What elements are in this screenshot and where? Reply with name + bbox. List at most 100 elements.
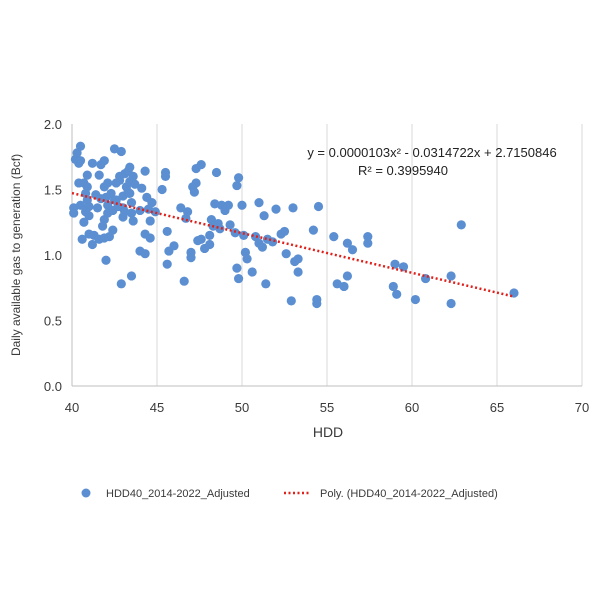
- data-point: [87, 239, 97, 250]
- data-point: [84, 211, 94, 221]
- x-tick-label: 50: [235, 400, 249, 415]
- y-tick-labels: 0.0 0.5 1.0 1.5 2.0: [44, 117, 62, 394]
- data-point: [279, 226, 290, 237]
- data-point: [312, 298, 322, 309]
- data-point: [446, 271, 456, 281]
- y-tick-label: 0.5: [44, 314, 62, 329]
- data-point: [293, 254, 303, 264]
- data-point: [126, 271, 137, 281]
- data-point: [145, 216, 155, 226]
- data-point: [254, 198, 264, 208]
- data-point: [390, 259, 400, 269]
- data-point: [87, 158, 97, 168]
- data-point: [329, 232, 339, 242]
- data-point: [115, 175, 125, 185]
- data-point: [421, 273, 431, 284]
- trendline: [71, 191, 515, 298]
- data-point: [205, 230, 215, 240]
- legend-label-points: HDD40_2014-2022_Adjusted: [106, 488, 250, 500]
- x-axis-title: HDD: [313, 424, 343, 440]
- data-point: [271, 204, 281, 214]
- data-point: [189, 187, 199, 197]
- data-point: [120, 207, 130, 217]
- x-tick-label: 40: [65, 400, 79, 415]
- x-tick-label: 70: [575, 400, 589, 415]
- data-point: [196, 234, 206, 244]
- data-point: [234, 273, 244, 284]
- data-point: [128, 216, 138, 226]
- data-point: [293, 267, 303, 277]
- data-point: [125, 162, 135, 172]
- data-point: [135, 205, 145, 216]
- data-point: [232, 263, 242, 273]
- data-point: [108, 225, 118, 235]
- data-point: [145, 233, 155, 243]
- x-tick-label: 60: [405, 400, 419, 415]
- data-point: [223, 200, 233, 210]
- axes: [71, 124, 582, 387]
- data-point: [259, 211, 269, 221]
- data-point: [247, 267, 257, 277]
- trendline-group: [71, 191, 515, 298]
- data-point: [237, 200, 247, 210]
- data-point: [313, 201, 324, 212]
- data-point: [281, 249, 291, 259]
- data-point: [179, 276, 189, 286]
- data-point: [77, 234, 87, 244]
- r-squared-label: R² = 0.3995940: [358, 163, 448, 178]
- data-point: [342, 238, 352, 248]
- legend: HDD40_2014-2022_Adjusted Poly. (HDD40_20…: [81, 488, 498, 500]
- data-point: [183, 207, 193, 217]
- data-point: [140, 166, 150, 176]
- data-point: [126, 198, 137, 208]
- data-point: [288, 203, 298, 213]
- data-point: [128, 171, 138, 181]
- data-point: [140, 249, 150, 259]
- data-point: [210, 199, 220, 209]
- data-point: [126, 208, 137, 218]
- y-tick-label: 2.0: [44, 117, 62, 132]
- x-tick-label: 55: [320, 400, 334, 415]
- data-point: [196, 160, 206, 170]
- x-tick-label: 65: [490, 400, 504, 415]
- data-point: [398, 262, 409, 272]
- data-point: [225, 220, 235, 230]
- data-point: [205, 239, 215, 250]
- data-point: [130, 179, 140, 189]
- legend-label-trendline: Poly. (HDD40_2014-2022_Adjusted): [320, 488, 498, 500]
- data-point: [79, 217, 89, 227]
- data-point: [176, 203, 186, 213]
- data-point: [446, 298, 456, 309]
- data-point: [92, 203, 103, 213]
- y-tick-label: 0.0: [44, 379, 62, 394]
- y-axis-title: Daily available gas to generation (Bcf): [9, 154, 23, 356]
- data-point: [160, 171, 171, 181]
- data-point: [99, 156, 109, 166]
- data-point: [456, 220, 466, 230]
- data-point: [101, 255, 111, 265]
- data-point: [239, 230, 249, 240]
- trendline-equation: y = 0.0000103x² - 0.0314722x + 2.7150846: [307, 145, 556, 160]
- data-point: [94, 170, 104, 180]
- data-point: [257, 242, 267, 252]
- data-point: [261, 279, 271, 289]
- data-point: [75, 141, 86, 151]
- data-point: [162, 259, 172, 269]
- data-point: [242, 254, 252, 264]
- data-point: [286, 296, 296, 306]
- vertical-gridlines: [156, 124, 583, 386]
- x-tick-label: 45: [150, 400, 164, 415]
- data-point: [388, 281, 398, 292]
- data-point: [191, 178, 201, 188]
- y-tick-label: 1.0: [44, 248, 62, 263]
- data-point: [215, 224, 225, 234]
- data-point: [125, 188, 135, 199]
- data-point: [75, 200, 86, 210]
- data-point: [410, 294, 420, 305]
- data-point: [147, 198, 157, 208]
- data-point: [75, 156, 86, 166]
- data-point: [234, 173, 244, 183]
- data-point: [116, 146, 126, 157]
- data-point: [339, 281, 349, 292]
